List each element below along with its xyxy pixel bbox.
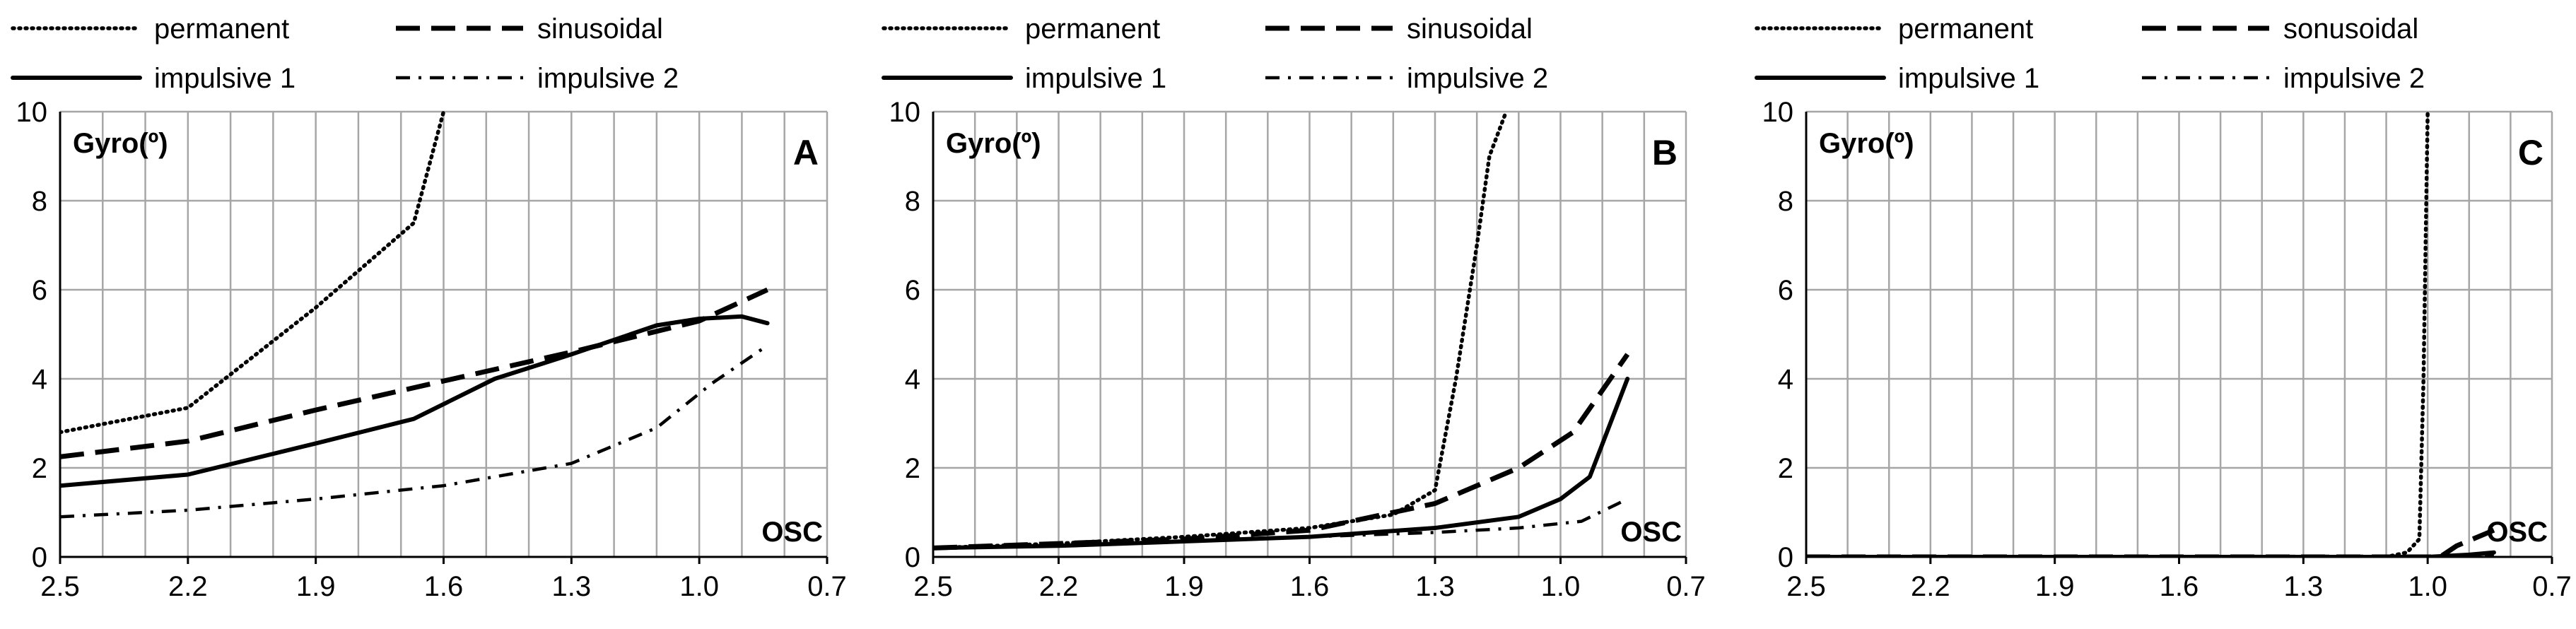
x-tick-label: 2.5 <box>1786 571 1826 602</box>
x-tick-label: 1.3 <box>552 571 592 602</box>
chart-panel-a: 2.5 2.2 1.9 1.6 1.3 1.0 0.7 0 2 4 6 8 10 Gyro(º) A OSC p… <box>11 13 847 602</box>
series-line-impulsive-2 <box>60 343 768 519</box>
series-line-impulsive-2 <box>1806 554 2494 557</box>
legend-label: impulsive 1 <box>1025 63 1166 94</box>
x-tick-label: 1.9 <box>1164 571 1204 602</box>
y-axis-label: Gyro(º) <box>946 128 1041 159</box>
legend-label: sonusoidal <box>2283 13 2418 45</box>
y-tick-label: 4 <box>1778 364 1793 395</box>
x-tick-label: 1.6 <box>2160 571 2199 602</box>
x-tick-label: 1.3 <box>2284 571 2324 602</box>
y-tick-label: 2 <box>905 453 920 484</box>
y-tick-label: 0 <box>32 542 47 573</box>
legend-label: impulsive 1 <box>154 63 295 94</box>
series-line-sonusoidal <box>1806 527 2495 557</box>
y-tick-label: 8 <box>32 186 47 217</box>
x-tick-label: 0.7 <box>2532 571 2572 602</box>
series-line-permanent <box>933 110 1509 551</box>
y-tick-label: 10 <box>16 97 48 128</box>
series-line-sinusoidal <box>60 287 769 459</box>
legend-label: permanent <box>1898 13 2033 45</box>
y-tick-label: 4 <box>905 364 920 395</box>
y-tick-label: 2 <box>1778 453 1793 484</box>
x-tick-label: 1.9 <box>2035 571 2075 602</box>
y-tick-label: 6 <box>32 275 47 306</box>
x-tick-label: 2.2 <box>1911 571 1950 602</box>
y-tick-label: 6 <box>905 275 920 306</box>
series-line-impulsive-1 <box>933 377 1630 551</box>
chart-panel-b: 2.5 2.2 1.9 1.6 1.3 1.0 0.7 0 2 4 6 8 10 Gyro(º) B OSC p… <box>882 13 1706 602</box>
legend-label: permanent <box>1025 13 1160 45</box>
chart-panel-c: 2.5 2.2 1.9 1.6 1.3 1.0 0.7 0 2 4 6 8 10 Gyro(º) C OSC p… <box>1755 13 2572 602</box>
series-line-impulsive-2 <box>933 498 1629 550</box>
legend-label: impulsive 2 <box>1407 63 1548 94</box>
x-tick-label: 1.0 <box>2408 571 2447 602</box>
legend-label: impulsive 2 <box>2283 63 2425 94</box>
x-tick-label: 1.0 <box>1541 571 1581 602</box>
y-axis-label: Gyro(º) <box>1819 128 1914 159</box>
x-tick-label: 2.5 <box>40 571 80 602</box>
x-axis-label: OSC <box>2486 517 2548 548</box>
y-tick-label: 10 <box>1762 97 1794 128</box>
x-tick-label: 2.2 <box>168 571 208 602</box>
y-tick-label: 6 <box>1778 275 1793 306</box>
legend: permanent sinusoidal impulsive 1 impulsive … <box>882 13 1548 94</box>
x-axis-label: OSC <box>761 517 823 548</box>
x-tick-label: 1.6 <box>424 571 464 602</box>
series-line-permanent <box>1806 110 2430 557</box>
y-tick-label: 0 <box>1778 542 1793 573</box>
x-tick-label: 1.0 <box>679 571 719 602</box>
y-tick-label: 0 <box>905 542 920 573</box>
y-tick-label: 8 <box>905 186 920 217</box>
legend-label: permanent <box>154 13 289 45</box>
x-tick-label: 2.2 <box>1039 571 1079 602</box>
legend-label: sinusoidal <box>537 13 663 45</box>
x-axis-label: OSC <box>1620 517 1682 548</box>
y-tick-label: 4 <box>32 364 47 395</box>
series-line-sinusoidal <box>933 353 1630 551</box>
y-tick-label: 8 <box>1778 186 1793 217</box>
x-tick-label: 2.5 <box>913 571 953 602</box>
series-line-impulsive-1 <box>1806 550 2496 557</box>
series-line-impulsive-1 <box>60 314 770 488</box>
series-line-permanent <box>60 110 446 435</box>
legend-label: impulsive 2 <box>537 63 679 94</box>
legend-label: sinusoidal <box>1407 13 1533 45</box>
x-tick-label: 0.7 <box>807 571 847 602</box>
x-tick-label: 1.9 <box>296 571 336 602</box>
panel-letter: A <box>793 133 819 172</box>
legend: permanent sonusoidal impulsive 1 impulsive … <box>1755 13 2425 94</box>
panel-letter: B <box>1652 133 1678 172</box>
legend: permanent sinusoidal impulsive 1 impulsive … <box>11 13 679 94</box>
legend-label: impulsive 1 <box>1898 63 2039 94</box>
y-axis-label: Gyro(º) <box>73 128 168 159</box>
y-tick-label: 2 <box>32 453 47 484</box>
panel-letter: C <box>2518 133 2543 172</box>
x-tick-label: 1.6 <box>1290 571 1330 602</box>
x-tick-label: 0.7 <box>1666 571 1706 602</box>
y-tick-label: 10 <box>889 97 921 128</box>
x-tick-label: 1.3 <box>1415 571 1455 602</box>
